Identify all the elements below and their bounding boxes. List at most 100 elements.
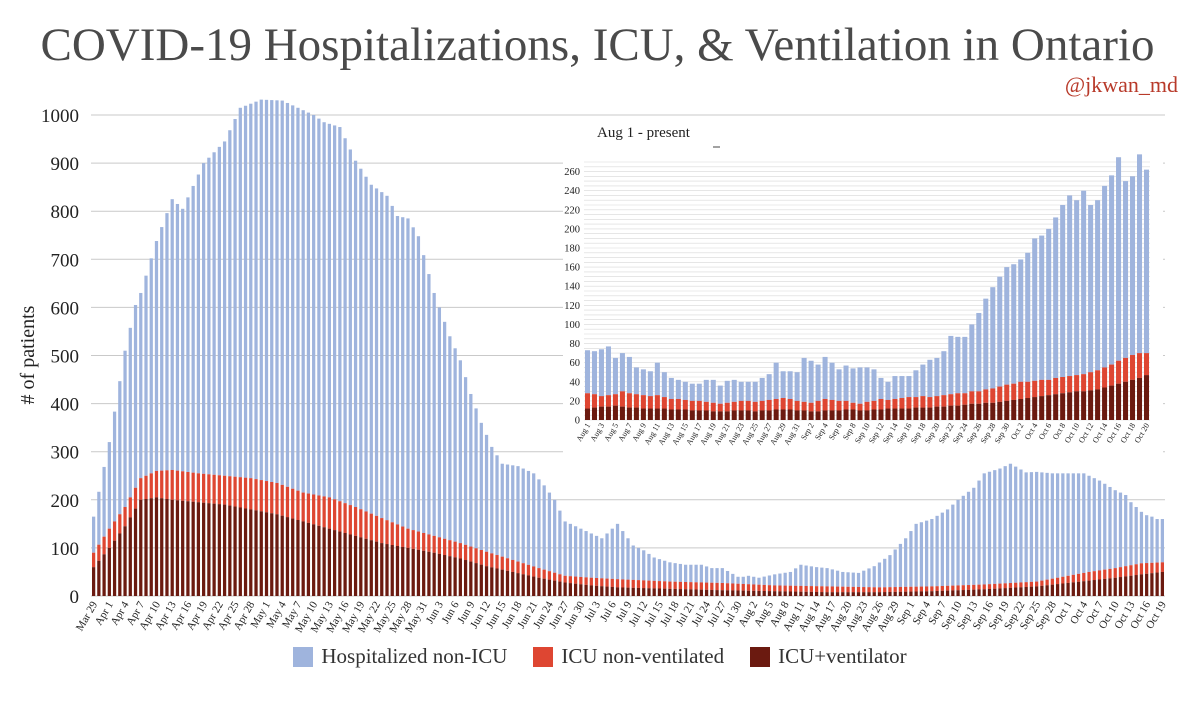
bar-hosp	[558, 510, 562, 575]
bar-icu	[1035, 581, 1039, 587]
bar-vent	[830, 592, 834, 596]
bar-vent	[704, 589, 709, 596]
bar-icu	[694, 582, 698, 590]
inset-bar-vent	[822, 410, 828, 420]
bar-icu	[537, 568, 541, 578]
inset-bar-vent	[682, 409, 688, 420]
bar-icu	[186, 471, 190, 502]
bar-hosp	[1076, 473, 1081, 574]
bar-hosp	[1055, 473, 1060, 578]
inset-bar-vent	[703, 410, 709, 420]
bar-vent	[909, 591, 913, 596]
inset-bar-hosp	[682, 381, 688, 400]
inset-bar-icu	[654, 395, 660, 409]
inset-bar-hosp	[647, 371, 653, 397]
inset-bar-vent	[1025, 398, 1031, 420]
bar-vent	[437, 553, 442, 596]
inset-bar-icu	[682, 399, 688, 410]
bar-icu	[191, 472, 195, 502]
inset-bar-icu	[962, 393, 968, 405]
bar-vent	[186, 501, 190, 596]
inset-bar-hosp	[1011, 264, 1017, 384]
bar-hosp	[1139, 511, 1144, 564]
bar-icu	[841, 586, 845, 593]
bar-vent	[160, 498, 164, 596]
bar-icu	[160, 470, 164, 499]
inset-bar-icu	[647, 396, 653, 409]
bar-hosp	[919, 522, 924, 587]
bar-vent	[306, 522, 311, 596]
inset-bar-hosp	[710, 379, 716, 403]
bar-vent	[783, 591, 787, 596]
bar-hosp	[1160, 519, 1165, 563]
bar-hosp	[516, 466, 520, 562]
inset-bar-hosp	[584, 350, 591, 394]
bar-hosp	[746, 575, 751, 585]
inset-bar-vent	[1088, 390, 1094, 420]
bar-hosp	[731, 573, 735, 584]
bar-icu	[1118, 567, 1123, 578]
inset-bar-icu	[906, 397, 912, 409]
bar-hosp	[1066, 473, 1070, 576]
inset-bar-vent	[584, 408, 591, 420]
inset-bar-icu	[605, 395, 611, 407]
bar-icu	[987, 584, 992, 589]
inset-bar-vent	[1109, 385, 1115, 420]
bar-hosp	[1103, 483, 1107, 570]
bar-hosp	[904, 538, 908, 587]
bar-vent	[484, 566, 489, 596]
inset-bar-hosp	[1025, 252, 1031, 382]
bar-vent	[343, 532, 347, 596]
legend: Hospitalized non-ICU ICU non-ventilated IC…	[0, 644, 1200, 669]
bar-hosp	[547, 492, 552, 572]
bar-hosp	[579, 528, 583, 577]
bar-icu	[998, 583, 1002, 589]
bar-vent	[217, 504, 221, 596]
inset-bar-vent	[647, 408, 653, 420]
bar-icu	[495, 555, 499, 569]
inset-bar-vent	[878, 409, 884, 420]
bar-icu	[181, 471, 185, 501]
bar-hosp	[773, 574, 777, 586]
bar-vent	[1129, 575, 1133, 596]
inset-bar-vent	[787, 409, 793, 420]
bar-icu	[422, 532, 426, 551]
bar-vent	[736, 590, 740, 596]
bar-icu	[322, 496, 326, 528]
bar-vent	[212, 503, 216, 596]
bar-vent	[233, 506, 237, 596]
bar-hosp	[118, 381, 122, 515]
bar-vent	[406, 547, 410, 596]
bar-hosp	[1061, 473, 1065, 577]
inset-y-tick-label: 40	[570, 377, 581, 388]
bar-vent	[411, 548, 415, 596]
bar-hosp	[1029, 472, 1034, 582]
inset-bar-hosp	[773, 362, 779, 399]
inset-bar-vent	[738, 410, 744, 420]
y-tick-label: 200	[51, 491, 80, 512]
inset-bar-hosp	[780, 371, 786, 399]
legend-label: ICU+ventilator	[778, 644, 907, 668]
bar-hosp	[306, 112, 311, 494]
bar-hosp	[500, 463, 504, 557]
bar-icu	[626, 579, 630, 588]
bar-icu	[490, 553, 494, 568]
bar-hosp	[537, 479, 541, 569]
bar-vent	[490, 567, 494, 596]
bar-icu	[437, 537, 442, 554]
bar-icu	[1150, 562, 1154, 574]
bar-vent	[1155, 572, 1159, 596]
bar-hosp	[972, 487, 976, 585]
inset-bar-hosp	[752, 381, 758, 402]
bar-icu	[825, 586, 829, 593]
bar-icu	[558, 574, 562, 582]
inset-bar-icu	[675, 398, 681, 410]
bar-hosp	[406, 218, 410, 529]
inset-bar-icu	[773, 398, 779, 410]
bar-icu	[752, 584, 756, 591]
bar-hosp	[243, 105, 248, 478]
bar-icu	[762, 584, 766, 591]
bar-hosp	[275, 100, 279, 483]
bar-icu	[285, 486, 290, 518]
bar-vent	[888, 591, 892, 596]
